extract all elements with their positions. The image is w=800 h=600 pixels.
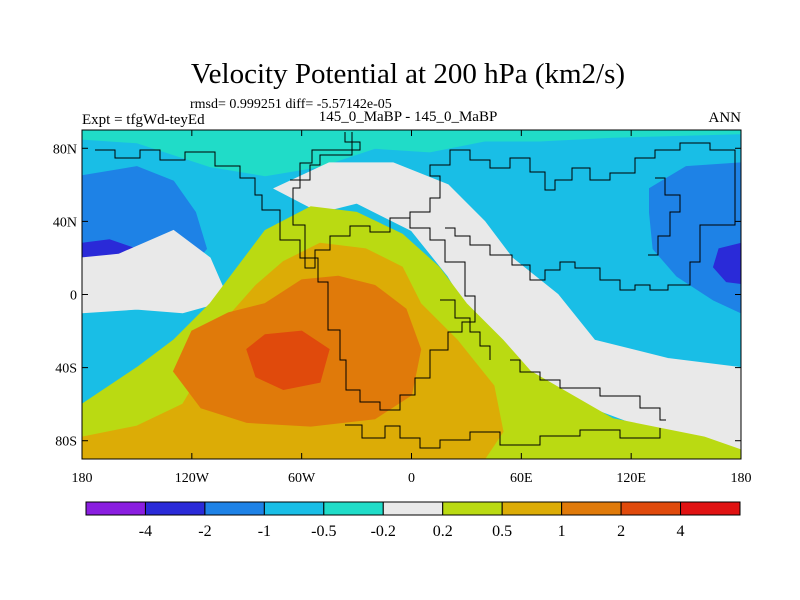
coastline-south-america xyxy=(345,424,661,449)
colorbar-label-7: 1 xyxy=(558,523,566,540)
x-tick-label-1: 120W xyxy=(175,471,210,486)
x-tick-label-3: 0 xyxy=(408,471,415,486)
y-tick-label-2: 0 xyxy=(70,289,77,304)
colorbar-swatch-5 xyxy=(382,501,444,516)
colorbar-label-6: 0.5 xyxy=(492,523,512,540)
x-tick-label-0: 180 xyxy=(72,471,93,486)
colorbar-swatch-4 xyxy=(323,501,384,516)
colorbar-label-3: -0.5 xyxy=(311,523,336,540)
colorbar-label-8: 2 xyxy=(617,523,625,540)
field-region-11 xyxy=(246,330,330,391)
y-tick-label-4: 80S xyxy=(55,435,77,450)
colorbar-label-4: -0.2 xyxy=(371,523,396,540)
colorbar-label-2: -1 xyxy=(258,523,271,540)
colorbar-swatch-0 xyxy=(85,501,146,516)
y-tick-label-1: 40N xyxy=(53,215,77,230)
y-tick-label-0: 80N xyxy=(53,142,77,157)
colorbar-label-9: 4 xyxy=(677,523,685,540)
velocity-potential-field xyxy=(82,130,741,459)
x-tick-label-6: 180 xyxy=(731,471,752,486)
coastline-layer xyxy=(95,132,736,449)
x-tick-label-4: 60E xyxy=(510,471,533,486)
colorbar-swatch-7 xyxy=(501,501,563,516)
coastline-americas xyxy=(95,132,476,411)
colorbar-swatch-6 xyxy=(442,501,503,516)
field-region-7 xyxy=(82,229,230,314)
colorbar-label-5: 0.2 xyxy=(433,523,453,540)
colorbar-swatch-3 xyxy=(263,501,325,516)
y-tick-label-3: 40S xyxy=(55,362,77,377)
y-axis: 80N 40N 0 40S 80S xyxy=(53,142,741,450)
coastline-africa xyxy=(440,299,491,360)
coastline-eurasia xyxy=(409,142,736,291)
x-axis: 180 120W 60W 0 60E 120E 180 xyxy=(72,130,752,486)
coastline-australia xyxy=(510,359,666,421)
colorbar-swatch-2 xyxy=(204,501,265,516)
field-region-3 xyxy=(712,242,741,285)
chart-title: Velocity Potential at 200 hPa (km2/s) xyxy=(191,58,625,90)
colorbar: -4 -2 -1 -0.5 -0.2 0.2 0.5 1 2 4 xyxy=(85,501,741,540)
x-tick-label-5: 120E xyxy=(616,471,646,486)
field-region-4 xyxy=(82,130,741,177)
season-label: ANN xyxy=(709,110,742,126)
colorbar-swatch-10 xyxy=(680,501,741,516)
colorbar-swatch-9 xyxy=(620,501,682,516)
experiment-label: Expt = tfgWd-teyEd xyxy=(82,112,205,128)
colorbar-label-0: -4 xyxy=(139,523,152,540)
coastline-greenland xyxy=(290,132,353,181)
colorbar-swatch-1 xyxy=(144,501,206,516)
coastline-china xyxy=(648,177,681,256)
colorbar-label-1: -2 xyxy=(198,523,211,540)
case-label: 145_0_MaBP - 145_0_MaBP xyxy=(319,109,498,125)
stats-label: rmsd= 0.999251 diff= -5.57142e-05 xyxy=(190,97,392,112)
colorbar-swatch-8 xyxy=(561,501,622,516)
x-tick-label-2: 60W xyxy=(288,471,316,486)
plot-area xyxy=(81,129,742,460)
field-region-6 xyxy=(273,162,741,459)
field-region-2 xyxy=(649,162,741,314)
